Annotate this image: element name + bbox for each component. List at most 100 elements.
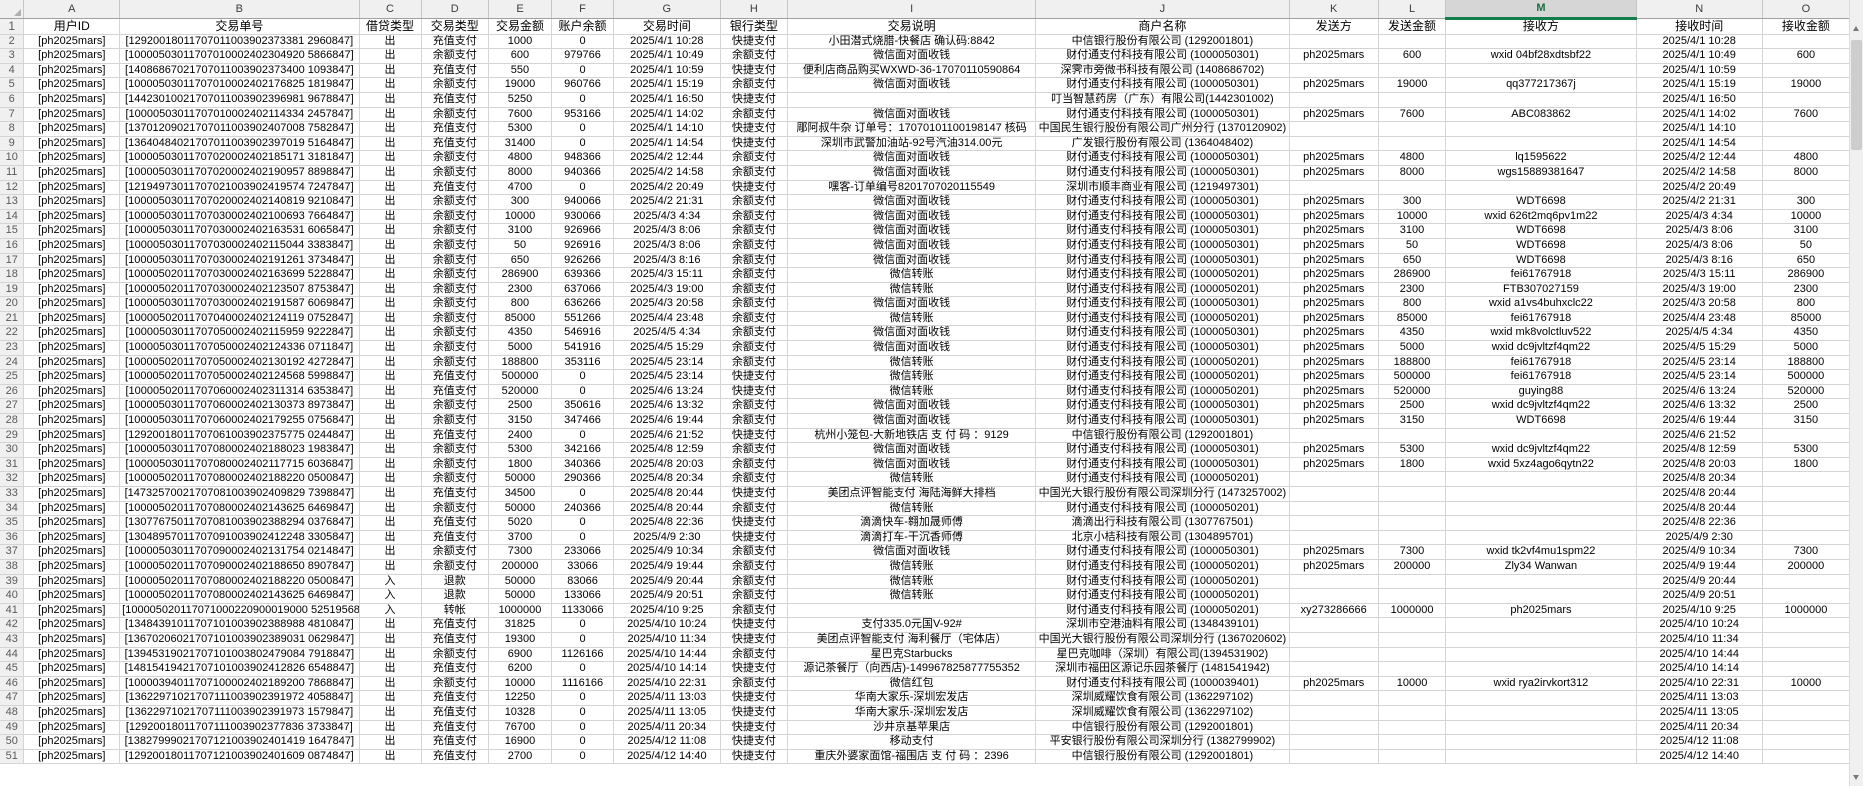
cell-E15[interactable]: 3100 [488, 223, 553, 239]
cell-N28[interactable]: 2025/4/6 19:44 [1636, 413, 1763, 429]
column-header-L[interactable]: L [1378, 0, 1447, 19]
cell-O51[interactable] [1762, 749, 1851, 765]
cell-H34[interactable]: 余额支付 [720, 501, 789, 517]
cell-H48[interactable]: 快捷支付 [720, 705, 789, 721]
cell-E44[interactable]: 6900 [488, 647, 553, 663]
cell-I8[interactable]: 郮阿叔牛杂 订单号：17070101100198147 核码 [787, 121, 1037, 137]
cell-G8[interactable]: 2025/4/1 14:10 [613, 121, 721, 137]
cell-N29[interactable]: 2025/4/6 21:52 [1636, 428, 1763, 444]
cell-L38[interactable]: 200000 [1378, 559, 1447, 575]
cell-I3[interactable]: 微信面对面收钱 [787, 48, 1037, 64]
cell-H9[interactable]: 快捷支付 [720, 136, 789, 152]
cell-K41[interactable]: xy273286666 [1289, 603, 1379, 619]
cell-I6[interactable] [787, 92, 1037, 108]
column-header-F[interactable]: F [551, 0, 615, 19]
cell-C32[interactable]: 出 [359, 471, 422, 487]
cell-H43[interactable]: 快捷支付 [720, 632, 789, 648]
cell-F32[interactable]: 290366 [551, 471, 615, 487]
cell-H31[interactable]: 余额支付 [720, 457, 789, 473]
cell-C6[interactable]: 出 [359, 92, 422, 108]
cell-C11[interactable]: 出 [359, 165, 422, 181]
cell-G3[interactable]: 2025/4/1 10:49 [613, 48, 721, 64]
cell-J29[interactable]: 中信银行股份有限公司 (1292001801) [1035, 428, 1290, 444]
row-number[interactable]: 21 [0, 311, 25, 327]
cell-E29[interactable]: 2400 [488, 428, 553, 444]
cell-B29[interactable]: [12920018011707061003902375775 0244847] [119, 428, 360, 444]
cell-C14[interactable]: 出 [359, 209, 422, 225]
cell-E51[interactable]: 2700 [488, 749, 553, 765]
cell-F42[interactable]: 0 [551, 617, 615, 633]
cell-A13[interactable]: [ph2025mars] [23, 194, 121, 210]
row-number[interactable]: 38 [0, 559, 25, 575]
cell-B34[interactable]: [10000502011707080002402143625 6469847] [119, 501, 360, 517]
cell-E1[interactable]: 交易金额 [488, 18, 553, 35]
cell-B19[interactable]: [10000502011707030002402123507 8753847] [119, 282, 360, 298]
cell-K38[interactable]: ph2025mars [1289, 559, 1379, 575]
cell-N47[interactable]: 2025/4/11 13:03 [1636, 690, 1763, 706]
cell-C39[interactable]: 入 [359, 574, 422, 590]
cell-M22[interactable]: wxid mk8volctluv522 [1445, 325, 1637, 342]
cell-E14[interactable]: 10000 [488, 209, 553, 225]
cell-C4[interactable]: 出 [359, 63, 422, 79]
cell-N17[interactable]: 2025/4/3 8:16 [1636, 253, 1763, 269]
cell-D9[interactable]: 充值支付 [421, 136, 489, 152]
cell-J37[interactable]: 财付通支付科技有限公司 (1000050301) [1035, 544, 1290, 560]
cell-J31[interactable]: 财付通支付科技有限公司 (1000050301) [1035, 457, 1290, 473]
cell-M18[interactable]: fei61767918 [1445, 267, 1637, 283]
cell-H36[interactable]: 快捷支付 [720, 530, 789, 546]
cell-I17[interactable]: 微信面对面收钱 [787, 253, 1037, 269]
cell-L15[interactable]: 3100 [1378, 223, 1447, 239]
cell-M7[interactable]: ABC083862 [1445, 107, 1637, 123]
cell-E26[interactable]: 520000 [488, 384, 553, 400]
cell-G24[interactable]: 2025/4/5 23:14 [613, 355, 721, 371]
cell-B11[interactable]: [10000503011707020002402190957 8898847] [119, 165, 360, 181]
row-number[interactable]: 29 [0, 428, 25, 444]
cell-M28[interactable]: WDT6698 [1445, 413, 1637, 429]
cell-C48[interactable]: 出 [359, 705, 422, 721]
cell-A20[interactable]: [ph2025mars] [23, 296, 121, 312]
cell-B20[interactable]: [10000503011707030002402191587 6069847] [119, 296, 360, 312]
cell-K1[interactable]: 发送方 [1289, 18, 1379, 35]
cell-G14[interactable]: 2025/4/3 4:34 [613, 209, 721, 225]
row-number[interactable]: 31 [0, 457, 25, 473]
cell-C31[interactable]: 出 [359, 457, 422, 473]
cell-M19[interactable]: FTB307027159 [1445, 282, 1637, 298]
cell-F6[interactable]: 0 [551, 92, 615, 108]
cell-E6[interactable]: 5250 [488, 92, 553, 108]
cell-A12[interactable]: [ph2025mars] [23, 180, 121, 196]
row-number[interactable]: 37 [0, 544, 25, 560]
cell-I7[interactable]: 微信面对面收钱 [787, 107, 1037, 123]
cell-L45[interactable] [1378, 661, 1447, 677]
cell-M21[interactable]: fei61767918 [1445, 311, 1637, 327]
cell-A8[interactable]: [ph2025mars] [23, 121, 121, 137]
cell-L20[interactable]: 800 [1378, 296, 1447, 312]
cell-B45[interactable]: [14815419421707101003902412826 6548847] [119, 661, 360, 677]
row-number[interactable]: 42 [0, 617, 25, 633]
cell-K23[interactable]: ph2025mars [1289, 340, 1379, 356]
cell-O49[interactable] [1762, 720, 1851, 736]
cell-C13[interactable]: 出 [359, 194, 422, 210]
cell-D1[interactable]: 交易类型 [421, 18, 489, 35]
cell-N8[interactable]: 2025/4/1 14:10 [1636, 121, 1763, 137]
cell-L40[interactable] [1378, 588, 1447, 604]
cell-C18[interactable]: 出 [359, 267, 422, 283]
cell-F40[interactable]: 133066 [551, 588, 615, 604]
cell-B6[interactable]: [14423010021707011003902396981 9678847] [119, 92, 360, 108]
cell-C40[interactable]: 入 [359, 588, 422, 604]
cell-F43[interactable]: 0 [551, 632, 615, 648]
cell-N2[interactable]: 2025/4/1 10:28 [1636, 34, 1763, 50]
cell-D2[interactable]: 充值支付 [421, 34, 489, 50]
row-number[interactable]: 11 [0, 165, 25, 181]
cell-I35[interactable]: 滴滴快车-翱加晟师傅 [787, 515, 1037, 531]
cell-I9[interactable]: 深圳市武警加油站-92号汽油314.00元 [787, 136, 1037, 152]
scroll-up-arrow-icon[interactable] [1853, 26, 1859, 31]
cell-I21[interactable]: 微信转账 [787, 311, 1037, 327]
cell-L8[interactable] [1378, 121, 1447, 137]
cell-L17[interactable]: 650 [1378, 253, 1447, 269]
cell-M16[interactable]: WDT6698 [1445, 238, 1637, 254]
column-header-A[interactable]: A [23, 0, 121, 19]
cell-I25[interactable]: 微信转账 [787, 369, 1037, 385]
cell-D20[interactable]: 余额支付 [421, 296, 489, 312]
cell-I16[interactable]: 微信面对面收钱 [787, 238, 1037, 254]
cell-K17[interactable]: ph2025mars [1289, 253, 1379, 269]
